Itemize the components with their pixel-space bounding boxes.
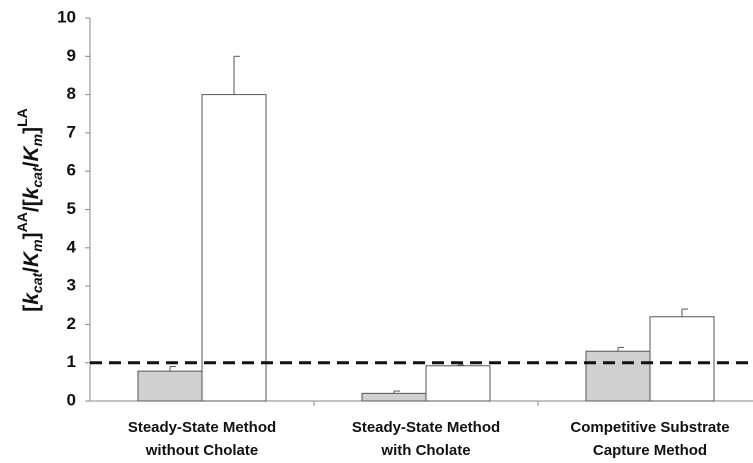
y-tick-label: 1 [67,352,76,371]
y-axis-label: [kcat/Km]AA/[kcat/Km]LA [14,108,45,312]
y-label-part: k [20,292,43,305]
bar [649,316,715,402]
y-tick-label: 9 [67,46,76,65]
x-tick-label: Steady-State Method [352,419,500,436]
bar [361,392,427,402]
y-tick-label: 5 [67,199,76,218]
y-label-part: ] [20,127,43,134]
x-tick-label: Competitive Substrate [570,419,729,436]
y-tick-label: 4 [67,237,77,256]
bar [137,370,203,402]
y-label-part: ] [20,232,43,239]
y-label-part: / [20,161,43,167]
y-label-part: / [20,267,43,273]
y-label-part: AA [14,212,30,232]
y-label-part: cat [29,271,45,293]
y-tick-label: 8 [67,84,76,103]
y-label-part: K [20,145,43,162]
x-tick-label: with Cholate [380,442,470,459]
y-label-part: m [29,134,45,146]
y-label-part: k [20,186,43,199]
x-tick-label: without Cholate [145,442,259,459]
bar [585,350,651,402]
y-tick-label: 2 [67,314,76,333]
x-tick-label: Steady-State Method [128,419,276,436]
y-label-part: LA [14,108,30,127]
y-label-part: /[ [20,199,43,212]
y-tick-label: 10 [57,7,76,26]
y-label-part: K [20,250,43,267]
y-tick-label: 3 [67,276,76,295]
y-tick-label: 7 [67,122,76,141]
y-tick-label: 6 [67,161,76,180]
y-label-part: m [29,239,45,251]
y-tick-label: 0 [67,390,76,409]
bar [425,365,491,402]
x-tick-label: Capture Method [593,442,707,459]
y-label-part: [ [20,305,43,312]
y-label-part: cat [29,166,45,188]
bar [201,94,267,402]
